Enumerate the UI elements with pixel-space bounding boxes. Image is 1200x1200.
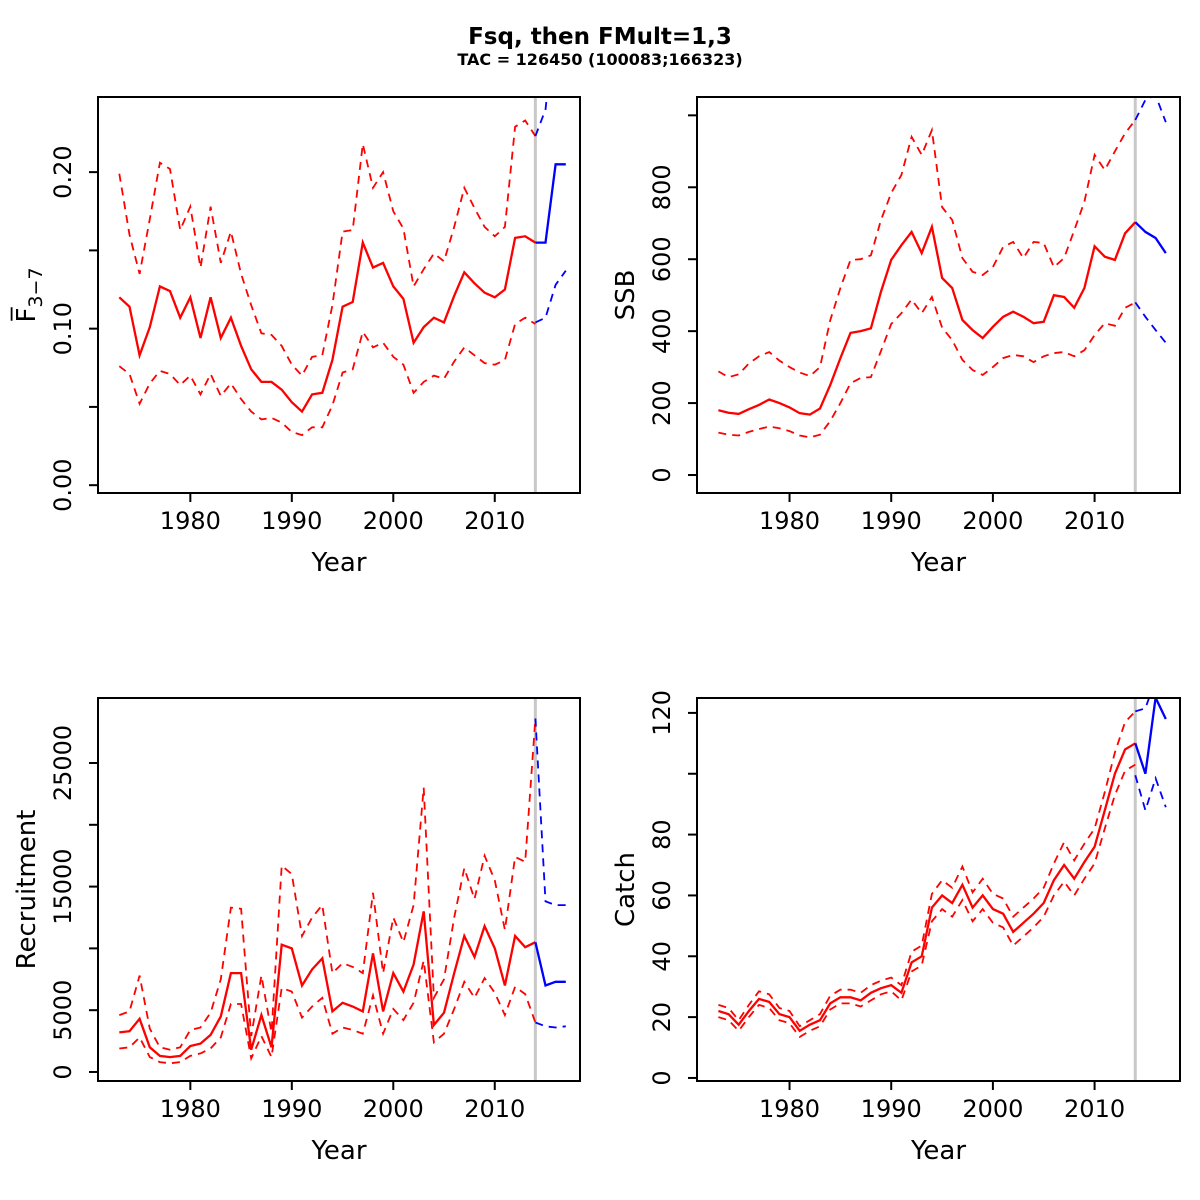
catch-historical-upper-ci-line	[718, 710, 1136, 1028]
catch-forecast-median-line	[1134, 698, 1167, 775]
rec-forecast-lower-ci-line	[535, 1021, 566, 1029]
catch-y-tick-label: 120	[648, 690, 676, 736]
ssb-x-tick-label: 2000	[962, 507, 1023, 535]
ssb-historical-median-line	[718, 221, 1137, 416]
rec-historical-lower-ci-line	[119, 960, 537, 1065]
ssb-historical-lower-ci-line	[718, 294, 1136, 439]
ssb-y-tick-label: 800	[648, 164, 676, 210]
ssb-forecast-lower-ci-line	[1134, 301, 1167, 344]
catch-forecast-lower-ci-line	[1134, 775, 1167, 814]
f37-y-tick-label: 0.00	[49, 458, 77, 511]
rec-historical-median-line	[119, 911, 536, 1059]
rec-y-tick-label: 25000	[49, 725, 77, 801]
ssb-plot-box	[696, 96, 1181, 494]
rec-forecast-upper-ci-line	[534, 718, 566, 906]
f37-y-tick-label: 0.20	[49, 145, 77, 198]
catch-y-tick-label: 40	[648, 941, 676, 972]
catch-x-tick-label: 2000	[962, 1095, 1023, 1123]
catch-y-tick-label: 80	[648, 819, 676, 850]
rec-y-axis-title: Recruitment	[12, 810, 42, 970]
catch-x-tick-label: 1990	[861, 1095, 922, 1123]
panel-catch: 1980 1990 2000 2010 0 20 40 60 80 120 Year Catch	[611, 690, 1181, 1166]
ssb-y-tick-label: 600	[648, 236, 676, 282]
panel-rec: 1980 1990 2000 2010 0 5000 15000 25000 Year Recru…	[12, 697, 581, 1166]
catch-forecast-upper-ci-line	[1135, 698, 1150, 713]
f37-x-tick-label: 1980	[160, 507, 221, 535]
catch-historical-median-line	[718, 742, 1136, 1033]
f37-y-tick-label: 0.10	[49, 302, 77, 355]
rec-y-tick-label: 15000	[49, 848, 77, 924]
f37-historical-upper-ci-line	[118, 119, 537, 378]
rec-x-tick-label: 2000	[363, 1095, 424, 1123]
rec-x-tick-label: 2010	[464, 1095, 525, 1123]
panel-ssb: 1980 1990 2000 2010 0 200 400 600 800 Year SSB	[611, 96, 1181, 578]
ssb-forecast-upper-ci-line	[1134, 97, 1167, 123]
rec-y-tick-label: 5000	[49, 980, 77, 1041]
ssb-x-tick-label: 2010	[1064, 507, 1125, 535]
f37-x-axis-title: Year	[310, 548, 366, 578]
ssb-forecast-median-line	[1134, 221, 1167, 254]
ssb-x-tick-label: 1990	[861, 507, 922, 535]
figure-title: Fsq, then FMult=1,3	[468, 24, 732, 50]
figure-subtitle: TAC = 126450 (100083;166323)	[457, 50, 743, 69]
ssb-x-axis-title: Year	[910, 548, 966, 578]
ssb-y-tick-label: 200	[648, 380, 676, 426]
ssb-y-tick-label: 0	[648, 467, 676, 482]
catch-y-tick-label: 20	[648, 1002, 676, 1033]
catch-x-tick-label: 2010	[1064, 1095, 1125, 1123]
ssb-historical-upper-ci-line	[717, 119, 1137, 379]
rec-historical-upper-ci-line	[118, 718, 537, 1051]
catch-plot-box	[696, 697, 1181, 1082]
f37-y-axis-title: F̅3−7	[10, 267, 47, 322]
panel-f37: 1980 1990 2000 2010 0.00 0.10 0.20 Year F̅3−7	[10, 96, 581, 578]
catch-x-tick-label: 1980	[759, 1095, 820, 1123]
catch-y-tick-label: 0	[648, 1070, 676, 1085]
rec-y-tick-label: 0	[49, 1064, 77, 1079]
catch-x-axis-title: Year	[910, 1136, 966, 1166]
f37-x-tick-label: 2000	[363, 507, 424, 535]
ssb-x-tick-label: 1980	[759, 507, 820, 535]
f37-x-tick-label: 2010	[464, 507, 525, 535]
catch-y-tick-label: 60	[648, 880, 676, 911]
ssb-y-axis-title: SSB	[611, 270, 641, 321]
catch-historical-lower-ci-line	[718, 763, 1136, 1039]
catch-y-axis-title: Catch	[611, 852, 641, 927]
rec-plot-box	[97, 697, 581, 1082]
rec-x-axis-title: Year	[310, 1136, 366, 1166]
ssb-y-tick-label: 400	[648, 308, 676, 354]
f37-forecast-upper-ci-line	[534, 97, 548, 137]
f37-forecast-lower-ci-line	[535, 270, 567, 324]
f37-historical-median-line	[118, 235, 537, 414]
rec-x-tick-label: 1980	[160, 1095, 221, 1123]
f37-x-tick-label: 1990	[261, 507, 322, 535]
rec-x-tick-label: 1990	[261, 1095, 322, 1123]
rec-forecast-median-line	[534, 941, 566, 988]
f37-forecast-median-line	[535, 163, 566, 244]
f37-plot-box	[97, 96, 581, 494]
